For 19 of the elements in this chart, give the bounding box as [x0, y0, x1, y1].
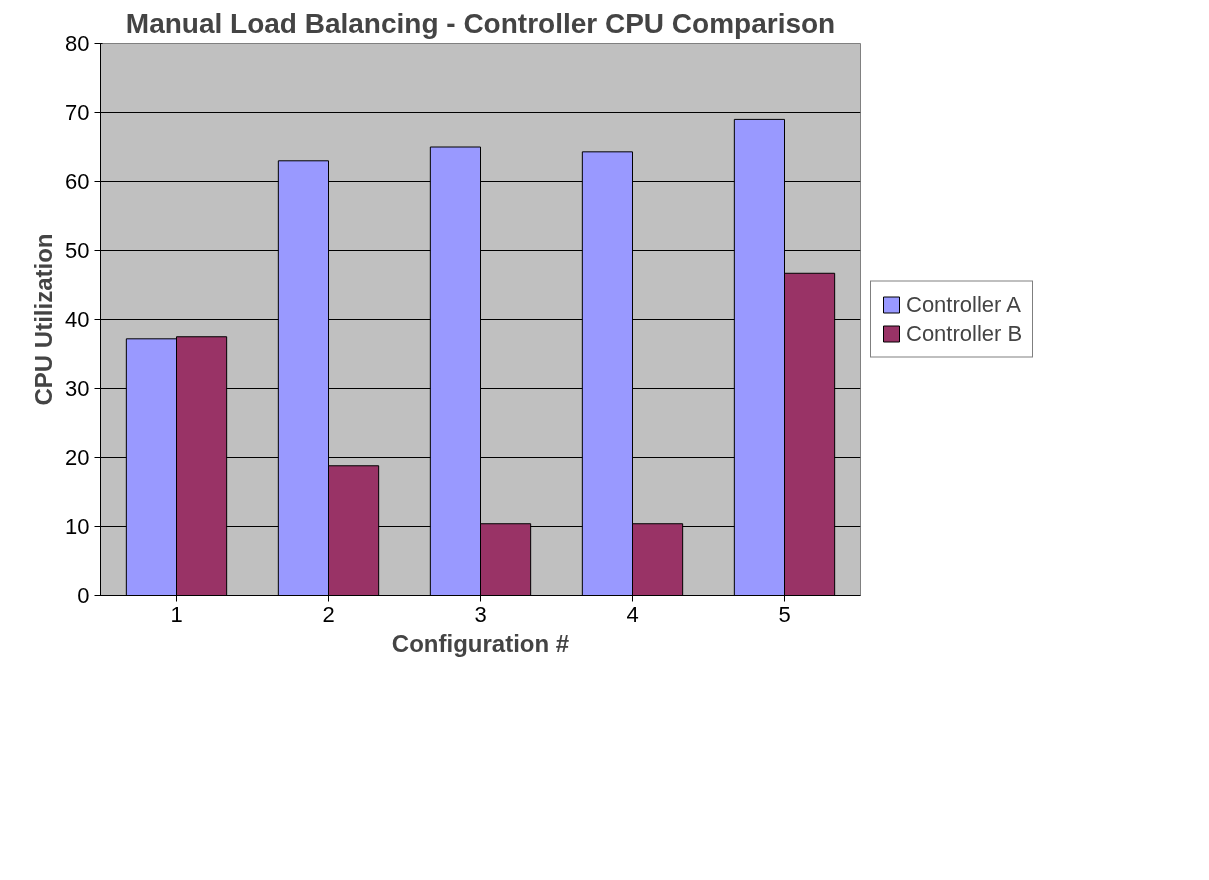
- y-tick-label: 0: [77, 583, 90, 608]
- x-tick-label: 1: [170, 601, 183, 627]
- y-tick-label: 60: [65, 169, 90, 194]
- y-tick-label: 10: [65, 514, 90, 539]
- y-tick-label: 40: [65, 307, 90, 332]
- y-tick-label: 70: [65, 100, 90, 125]
- y-tick-label: 80: [65, 31, 90, 56]
- legend-label: Controller A: [906, 291, 1021, 318]
- y-tick-label: 20: [65, 445, 90, 470]
- y-axis-title: CPU Utilization: [30, 233, 58, 406]
- chart-title: Manual Load Balancing - Controller CPU Comparison: [125, 7, 836, 39]
- x-tick-label: 2: [322, 601, 335, 627]
- y-tick-label: 50: [65, 238, 90, 263]
- x-axis-title: Configuration #: [391, 629, 570, 657]
- x-tick-label: 4: [626, 601, 639, 627]
- legend-label: Controller B: [906, 320, 1023, 347]
- x-tick-label: 3: [474, 601, 487, 627]
- y-tick-label: 30: [65, 376, 90, 401]
- x-tick-label: 5: [778, 601, 791, 627]
